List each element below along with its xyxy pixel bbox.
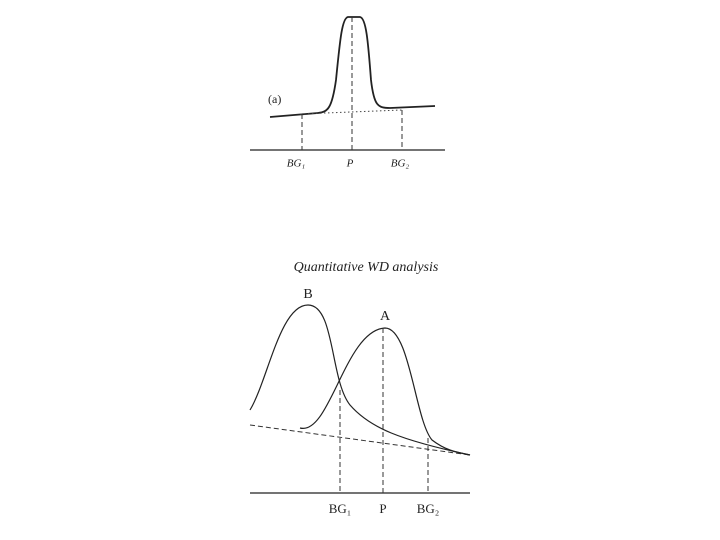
axis-label: P [379,501,386,516]
background-line [249,424,471,456]
background-line [299,109,403,115]
axis-label: P [346,158,354,170]
panel-title: Quantitative WD analysis [294,260,439,275]
panel-a: (a) BG₁ P BG₂ [250,16,445,170]
panel-b: Quantitative WD analysis B A BG₁ P BG₂ [249,260,471,516]
panel-label: (a) [268,92,281,106]
axis-label: BG₁ [329,501,352,516]
curve-a [299,327,471,456]
axis-label: BG₂ [391,158,410,170]
axis-label: BG₂ [417,501,440,516]
axis-label: BG₁ [287,158,306,170]
curve-b [249,304,471,456]
curve-label: A [380,309,391,324]
peak-curve [269,16,436,118]
curve-label: B [303,287,312,302]
